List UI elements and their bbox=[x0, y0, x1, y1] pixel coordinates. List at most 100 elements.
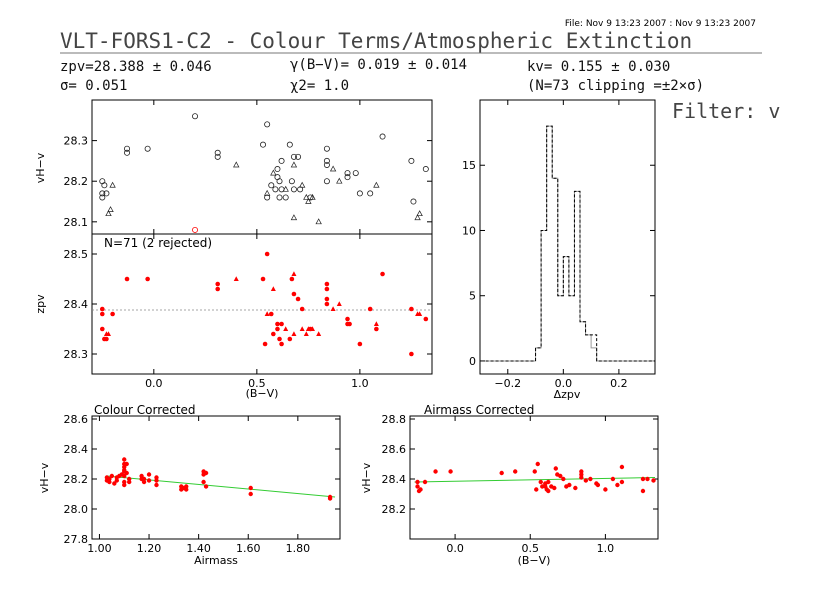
mid-point bbox=[374, 326, 379, 332]
top-point bbox=[298, 181, 306, 188]
top-point bbox=[373, 181, 380, 188]
mid-point bbox=[295, 296, 301, 302]
mid-point bbox=[100, 306, 105, 312]
mid-point bbox=[262, 341, 268, 347]
airmass-ytick-label: 28.4 bbox=[382, 473, 407, 486]
stat-zp: zpv=28.388 ± 0.046 bbox=[60, 59, 212, 75]
top-point bbox=[290, 153, 297, 160]
colour-xtick-label: 1.20 bbox=[137, 542, 162, 555]
plot-layer: 28.128.228.328.328.428.50.0 0.5 1.0051015−… bbox=[64, 100, 658, 555]
mid-point bbox=[105, 331, 111, 336]
colour-corrected-title: Colour Corrected bbox=[94, 403, 196, 417]
mid-point bbox=[100, 311, 105, 317]
airmass-point bbox=[619, 464, 625, 470]
mid-point bbox=[409, 306, 414, 312]
colour-point bbox=[124, 461, 129, 467]
top-point bbox=[410, 198, 417, 205]
top-point bbox=[416, 210, 423, 217]
top-point bbox=[303, 193, 310, 200]
airmass-point bbox=[553, 466, 558, 471]
top-point bbox=[282, 194, 289, 201]
mid-xtick-label: 0.0 bbox=[145, 377, 163, 390]
colour-point bbox=[154, 478, 159, 483]
top-point bbox=[295, 153, 302, 160]
airmass-xtick-label: 0.0 bbox=[446, 542, 464, 555]
colour-ytick-label: 28.2 bbox=[64, 473, 89, 486]
colour-ylabel: vH−v bbox=[38, 462, 51, 493]
airmass-ytick-label: 28.6 bbox=[382, 443, 407, 456]
top-point bbox=[379, 133, 386, 140]
airmass-point bbox=[651, 478, 656, 483]
airmass-point bbox=[619, 479, 625, 485]
airmass-xtick-label: 1.0 bbox=[597, 542, 615, 555]
hist-xtick-label: 0.0 bbox=[555, 377, 573, 390]
mid-point bbox=[417, 311, 423, 316]
airmass-point bbox=[595, 482, 601, 488]
airmass-point bbox=[538, 479, 543, 485]
mid-point bbox=[330, 306, 336, 311]
top-ylabel: vH−v bbox=[34, 152, 47, 183]
airmass-ytick-label: 28.2 bbox=[382, 503, 407, 516]
hist-ytick-label: 5 bbox=[469, 290, 476, 303]
mid-point bbox=[336, 301, 342, 306]
mid-point bbox=[347, 321, 352, 327]
mid-point bbox=[324, 296, 330, 302]
top-point bbox=[270, 169, 277, 176]
top-point bbox=[290, 161, 298, 168]
top-point bbox=[288, 178, 295, 185]
mid-ytick-label: 28.3 bbox=[64, 348, 89, 361]
top-point bbox=[286, 141, 293, 148]
mid-point bbox=[373, 321, 379, 326]
airmass-ytick-label: 28.8 bbox=[382, 413, 407, 426]
airmass-point bbox=[448, 469, 453, 474]
mid-point bbox=[423, 316, 429, 322]
airmass-point bbox=[579, 475, 584, 480]
airmass-point bbox=[422, 479, 428, 485]
top-point bbox=[323, 157, 330, 164]
top-point bbox=[109, 181, 116, 188]
top-point bbox=[290, 186, 297, 193]
top-point bbox=[305, 197, 312, 204]
top-point bbox=[264, 194, 271, 201]
top-point bbox=[105, 210, 112, 217]
mid-point bbox=[345, 316, 350, 322]
colour-point bbox=[141, 479, 147, 485]
mid-point bbox=[305, 326, 311, 331]
airmass-point bbox=[418, 487, 423, 492]
mid-ytick-label: 28.5 bbox=[64, 248, 89, 261]
airmass-point bbox=[534, 487, 539, 492]
airmass-panel-frame bbox=[409, 415, 659, 540]
airmass-point bbox=[415, 484, 420, 489]
top-ytick-label: 28.1 bbox=[64, 216, 89, 229]
mid-point bbox=[357, 341, 363, 347]
airmass-point bbox=[588, 476, 593, 482]
top-point bbox=[214, 153, 221, 160]
stat-chi2: χ2= 1.0 bbox=[290, 78, 349, 94]
colour-point bbox=[109, 473, 115, 479]
hist-xtick-label: −0.2 bbox=[494, 377, 521, 390]
colour-point bbox=[248, 485, 253, 491]
colour-point bbox=[203, 484, 209, 489]
mid-point bbox=[100, 326, 105, 332]
top-point bbox=[408, 157, 415, 164]
top-point bbox=[144, 145, 151, 152]
mid-point bbox=[215, 286, 220, 292]
file-stamp: File: Nov 9 13:23 2007 : Nov 9 13:23 200… bbox=[565, 19, 756, 29]
top-point bbox=[323, 178, 330, 185]
colour-point bbox=[154, 482, 159, 488]
top-point bbox=[214, 149, 221, 156]
airmass-point bbox=[535, 461, 540, 467]
mid-point bbox=[291, 331, 297, 336]
top-point bbox=[268, 182, 275, 189]
top-point bbox=[192, 113, 199, 120]
top-point bbox=[356, 190, 363, 197]
colour-point bbox=[122, 482, 127, 488]
top-point bbox=[344, 170, 351, 177]
hist-ytick-label: 0 bbox=[469, 355, 476, 368]
top-point bbox=[282, 185, 289, 192]
top-point bbox=[101, 182, 108, 189]
top-point bbox=[290, 214, 298, 221]
mid-point bbox=[380, 271, 385, 277]
airmass-point bbox=[640, 476, 646, 482]
airmass-point bbox=[573, 485, 578, 491]
